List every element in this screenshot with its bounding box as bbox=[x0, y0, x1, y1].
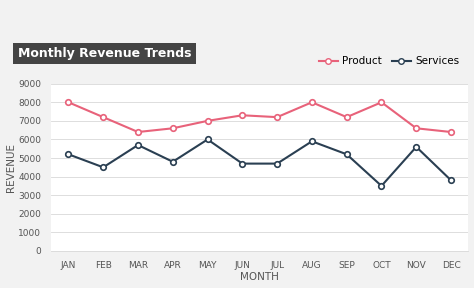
Services bbox=[379, 184, 384, 187]
Services bbox=[309, 140, 315, 143]
Services bbox=[135, 143, 141, 147]
Product bbox=[309, 101, 315, 104]
Product bbox=[100, 115, 106, 119]
Services bbox=[100, 166, 106, 169]
Product bbox=[205, 119, 210, 123]
Product bbox=[135, 130, 141, 134]
Product bbox=[413, 126, 419, 130]
Services bbox=[65, 153, 71, 156]
Services bbox=[413, 145, 419, 149]
Product bbox=[65, 101, 71, 104]
Services bbox=[239, 162, 245, 165]
Services bbox=[170, 160, 176, 164]
Product bbox=[274, 115, 280, 119]
Services bbox=[448, 179, 454, 182]
Product bbox=[170, 126, 176, 130]
Product bbox=[239, 113, 245, 117]
Services bbox=[274, 162, 280, 165]
Legend: Product, Services: Product, Services bbox=[315, 52, 463, 71]
Y-axis label: REVENUE: REVENUE bbox=[6, 143, 16, 192]
Services bbox=[344, 153, 349, 156]
Services bbox=[205, 138, 210, 141]
Product bbox=[344, 115, 349, 119]
Line: Services: Services bbox=[66, 137, 454, 189]
X-axis label: MONTH: MONTH bbox=[240, 272, 279, 283]
Product bbox=[379, 101, 384, 104]
Text: Monthly Revenue Trends: Monthly Revenue Trends bbox=[18, 47, 191, 60]
Line: Product: Product bbox=[66, 99, 454, 135]
Product bbox=[448, 130, 454, 134]
